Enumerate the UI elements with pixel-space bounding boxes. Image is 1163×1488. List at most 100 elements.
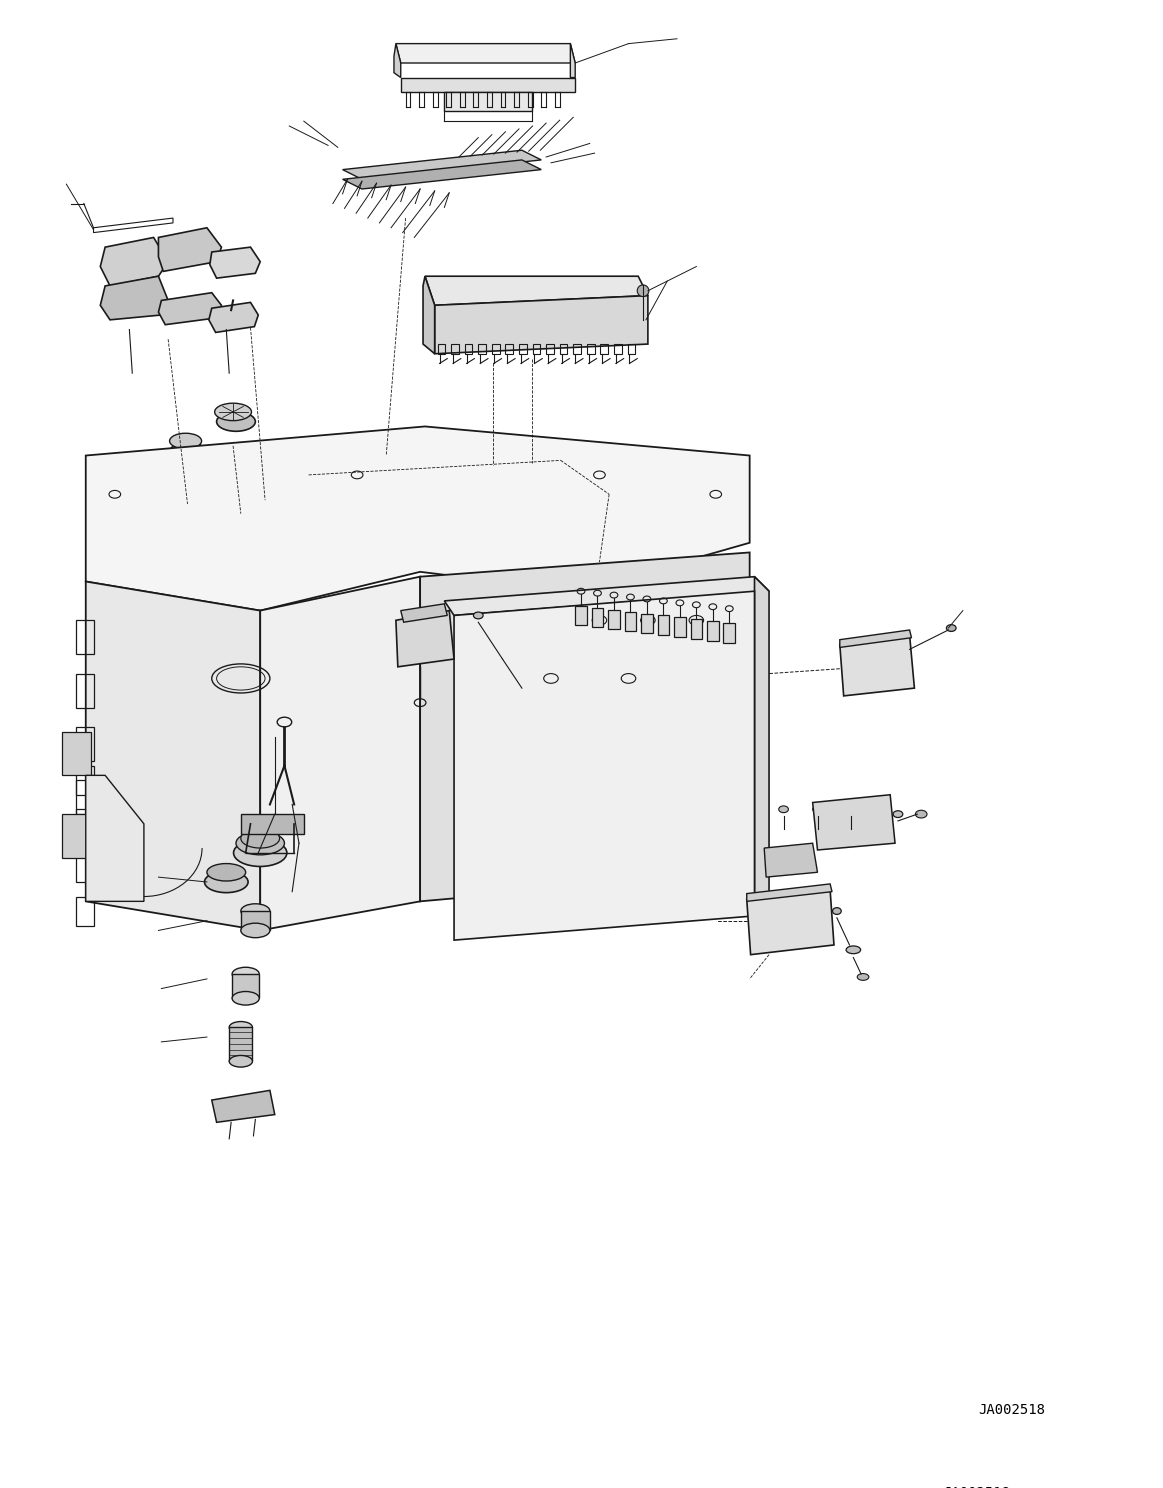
Bar — [576, 606, 587, 625]
Polygon shape — [747, 890, 834, 955]
Bar — [707, 622, 719, 641]
Polygon shape — [435, 296, 648, 354]
Polygon shape — [261, 577, 420, 930]
Polygon shape — [444, 577, 769, 616]
Ellipse shape — [207, 863, 245, 881]
Polygon shape — [454, 591, 755, 940]
Bar — [229, 1027, 252, 1061]
Polygon shape — [394, 43, 401, 77]
Bar — [76, 853, 93, 882]
Bar — [600, 344, 608, 354]
Bar — [451, 344, 459, 354]
Polygon shape — [747, 884, 832, 902]
Ellipse shape — [893, 811, 902, 817]
Polygon shape — [395, 610, 454, 667]
Polygon shape — [62, 814, 91, 857]
Ellipse shape — [171, 442, 205, 460]
Polygon shape — [420, 552, 750, 902]
Ellipse shape — [241, 903, 270, 918]
Ellipse shape — [857, 973, 869, 981]
Ellipse shape — [947, 625, 956, 631]
Ellipse shape — [241, 923, 270, 937]
Polygon shape — [212, 1091, 274, 1122]
Polygon shape — [158, 293, 221, 324]
Ellipse shape — [813, 806, 822, 812]
Polygon shape — [764, 844, 818, 876]
Bar — [657, 616, 669, 635]
Polygon shape — [86, 582, 261, 930]
Ellipse shape — [847, 806, 856, 812]
Bar — [76, 766, 93, 795]
Polygon shape — [813, 795, 896, 850]
Bar — [641, 613, 652, 632]
Polygon shape — [424, 277, 648, 305]
Bar — [241, 911, 270, 930]
Polygon shape — [401, 604, 448, 622]
Polygon shape — [209, 302, 258, 332]
Bar — [76, 809, 93, 838]
Ellipse shape — [915, 811, 927, 818]
Bar — [628, 344, 635, 354]
Bar — [614, 344, 622, 354]
Polygon shape — [100, 238, 169, 286]
Ellipse shape — [234, 839, 287, 866]
Polygon shape — [209, 247, 261, 278]
Text: JA002518: JA002518 — [943, 1487, 1009, 1488]
Polygon shape — [395, 43, 576, 62]
Ellipse shape — [847, 946, 861, 954]
Bar — [492, 344, 500, 354]
Ellipse shape — [833, 908, 841, 915]
Bar — [675, 618, 686, 637]
Bar — [76, 780, 93, 814]
Bar — [691, 619, 702, 638]
Ellipse shape — [473, 612, 483, 619]
Text: JA002518: JA002518 — [978, 1403, 1046, 1417]
Bar — [76, 620, 93, 655]
Bar — [608, 610, 620, 629]
Ellipse shape — [779, 806, 789, 812]
Ellipse shape — [229, 1022, 252, 1033]
Ellipse shape — [236, 832, 285, 854]
Ellipse shape — [170, 433, 201, 449]
Ellipse shape — [637, 284, 649, 296]
Bar — [625, 612, 636, 631]
Ellipse shape — [216, 412, 256, 432]
Bar — [519, 344, 527, 354]
Bar — [465, 344, 472, 354]
Bar — [559, 344, 568, 354]
Bar — [573, 344, 582, 354]
Bar — [587, 344, 594, 354]
Polygon shape — [840, 635, 914, 696]
Bar — [723, 623, 735, 643]
Polygon shape — [100, 277, 169, 320]
Polygon shape — [158, 228, 221, 271]
Ellipse shape — [215, 403, 251, 421]
Polygon shape — [86, 775, 144, 902]
Ellipse shape — [229, 1055, 252, 1067]
Polygon shape — [86, 427, 750, 610]
Bar — [478, 344, 486, 354]
Polygon shape — [241, 814, 304, 833]
Polygon shape — [423, 277, 435, 354]
Ellipse shape — [205, 872, 248, 893]
Ellipse shape — [241, 829, 279, 848]
Bar — [592, 607, 604, 626]
Polygon shape — [444, 92, 531, 112]
Bar — [233, 975, 259, 998]
Polygon shape — [840, 629, 912, 647]
Polygon shape — [62, 732, 91, 775]
Bar — [506, 344, 513, 354]
Ellipse shape — [233, 991, 259, 1004]
Bar — [76, 674, 93, 707]
Bar — [76, 728, 93, 760]
Polygon shape — [343, 150, 541, 179]
Bar — [533, 344, 541, 354]
Ellipse shape — [233, 967, 259, 981]
Polygon shape — [401, 77, 576, 92]
Polygon shape — [755, 577, 769, 926]
Polygon shape — [570, 43, 576, 77]
Bar — [76, 896, 93, 926]
Bar — [437, 344, 445, 354]
Polygon shape — [343, 159, 541, 189]
Bar — [547, 344, 554, 354]
